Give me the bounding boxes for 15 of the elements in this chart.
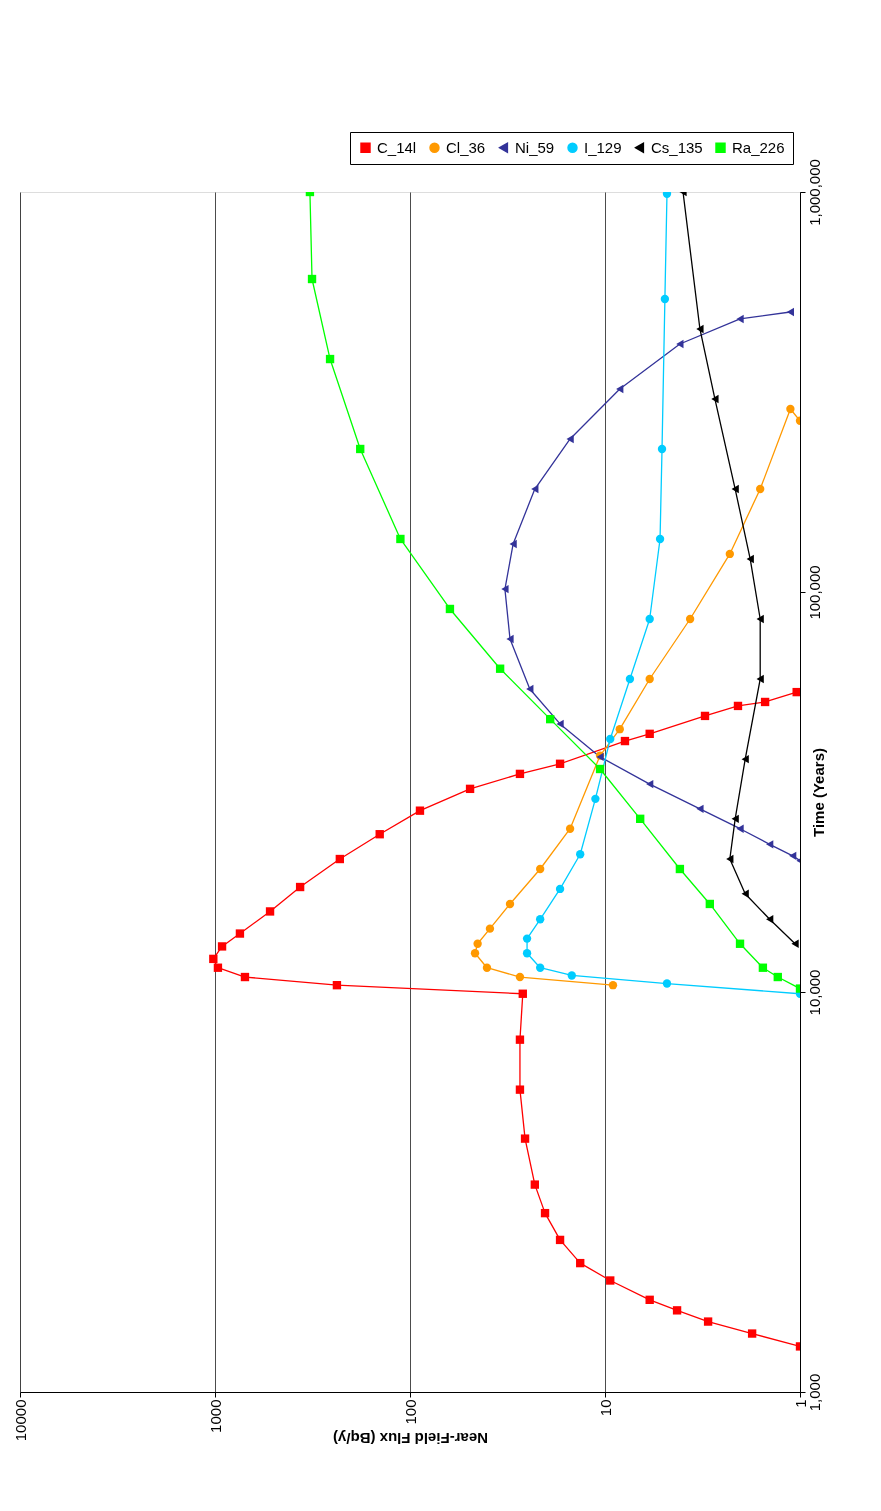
x-tick-label: 10000 (11, 1399, 29, 1442)
y-axis-title: Time (Years) (809, 748, 827, 837)
legend-label: Ni_59 (515, 138, 555, 156)
x-tick-label: 100 (401, 1399, 419, 1425)
legend-label: I_129 (584, 138, 622, 156)
legend-label: Cs_135 (651, 138, 703, 156)
y-tick-label: 10,000 (805, 969, 823, 1016)
y-tick-label: 100,000 (805, 565, 823, 620)
x-tick-label: 10 (596, 1399, 614, 1417)
legend-label: C_14l (377, 138, 417, 156)
legend-label: Cl_36 (446, 138, 486, 156)
x-axis-title: Near-Field Flux (Bq/y) (332, 1430, 489, 1448)
x-tick-label: 1000 (206, 1399, 224, 1433)
legend-label: Ra_226 (732, 138, 785, 156)
y-tick-label: 1,000,000 (805, 159, 823, 226)
